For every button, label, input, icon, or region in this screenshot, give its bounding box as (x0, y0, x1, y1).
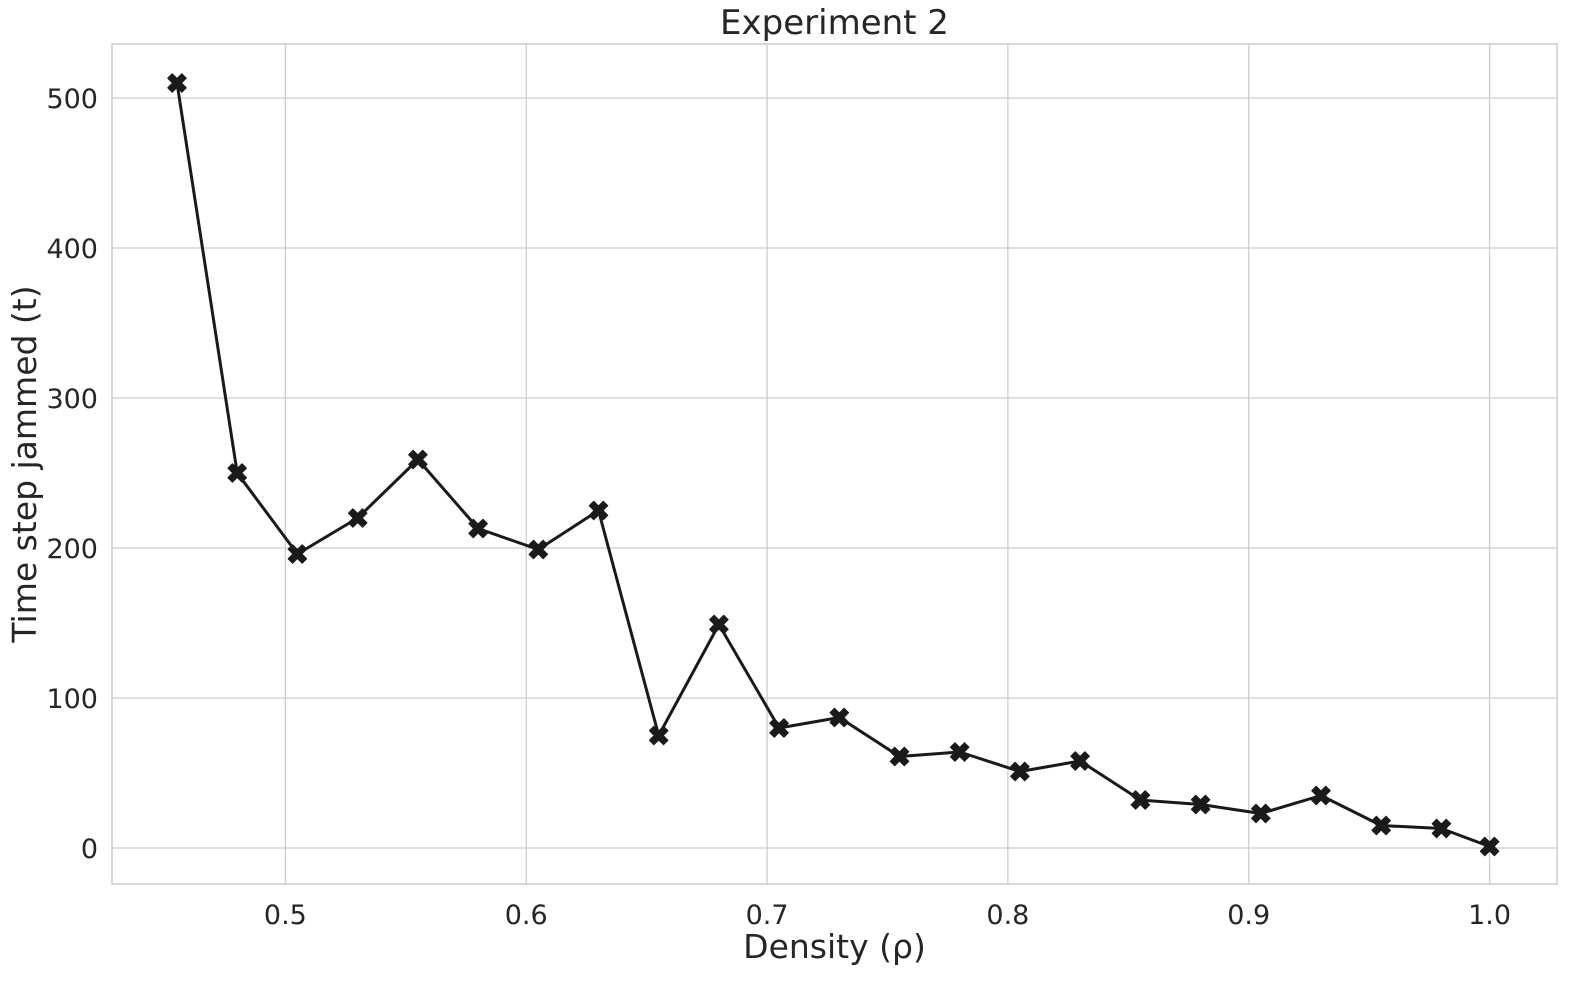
data-point (227, 463, 248, 483)
x-tick-labels: 0.5 0.6 0.7 0.8 0.9 1.0 (264, 900, 1511, 931)
data-point (347, 508, 368, 528)
data-point (1250, 803, 1271, 824)
x-marker (889, 746, 910, 767)
x-marker (1371, 815, 1392, 836)
x-marker (1190, 794, 1211, 815)
data-point (648, 725, 669, 746)
data-point (1130, 790, 1151, 810)
x-marker (949, 742, 970, 762)
data-point (769, 718, 789, 738)
y-axis-label: Time step jammed (t) (5, 285, 44, 643)
x-marker (227, 463, 248, 483)
x-marker (829, 707, 850, 728)
plot-frame (111, 43, 1558, 885)
data-point (1010, 761, 1030, 782)
x-marker (408, 449, 428, 470)
x-marker (468, 518, 488, 539)
chart-title: Experiment 2 (720, 3, 949, 43)
y-tick-label: 400 (46, 234, 98, 265)
x-marker (1130, 790, 1151, 810)
data-point (1190, 794, 1211, 815)
y-tick-labels: 0 100 200 300 400 500 (46, 84, 98, 865)
x-marker (528, 539, 549, 560)
data-point (528, 539, 549, 560)
data-point (709, 614, 729, 635)
x-marker (648, 725, 669, 746)
y-tick-label: 0 (81, 834, 98, 865)
x-marker (769, 718, 789, 738)
data-point (287, 544, 308, 564)
data-point (1431, 818, 1452, 839)
data-point (829, 707, 850, 728)
data-point (889, 746, 910, 767)
data-point (949, 742, 970, 762)
y-tick-label: 100 (46, 684, 98, 715)
data-point (588, 500, 609, 521)
x-marker (287, 544, 308, 564)
x-marker (1070, 751, 1090, 771)
x-tick-label: 0.8 (986, 900, 1029, 931)
y-tick-label: 500 (46, 84, 98, 115)
series (167, 73, 1500, 857)
x-marker (167, 73, 187, 93)
x-marker (588, 500, 609, 521)
y-tick-label: 200 (46, 534, 98, 565)
x-tick-label: 0.7 (746, 900, 789, 931)
x-marker (1311, 785, 1331, 806)
x-marker (1010, 761, 1030, 782)
data-point (1371, 815, 1392, 836)
data-point (408, 449, 428, 470)
data-point (167, 73, 187, 93)
x-tick-label: 0.6 (505, 900, 548, 931)
x-tick-label: 0.9 (1227, 900, 1270, 931)
x-marker (347, 508, 368, 528)
x-marker (1250, 803, 1271, 824)
data-point (1479, 836, 1500, 857)
data-point (1070, 751, 1090, 771)
x-marker (1431, 818, 1452, 839)
y-tick-label: 300 (46, 384, 98, 415)
data-point (468, 518, 488, 539)
x-marker (1479, 836, 1500, 857)
x-tick-label: 0.5 (264, 900, 307, 931)
x-tick-label: 1.0 (1468, 900, 1511, 931)
data-point (1311, 785, 1331, 806)
x-marker (709, 614, 729, 635)
series-line (175, 82, 1491, 848)
x-axis-label: Density (ρ) (743, 927, 926, 966)
grid (112, 44, 1557, 884)
